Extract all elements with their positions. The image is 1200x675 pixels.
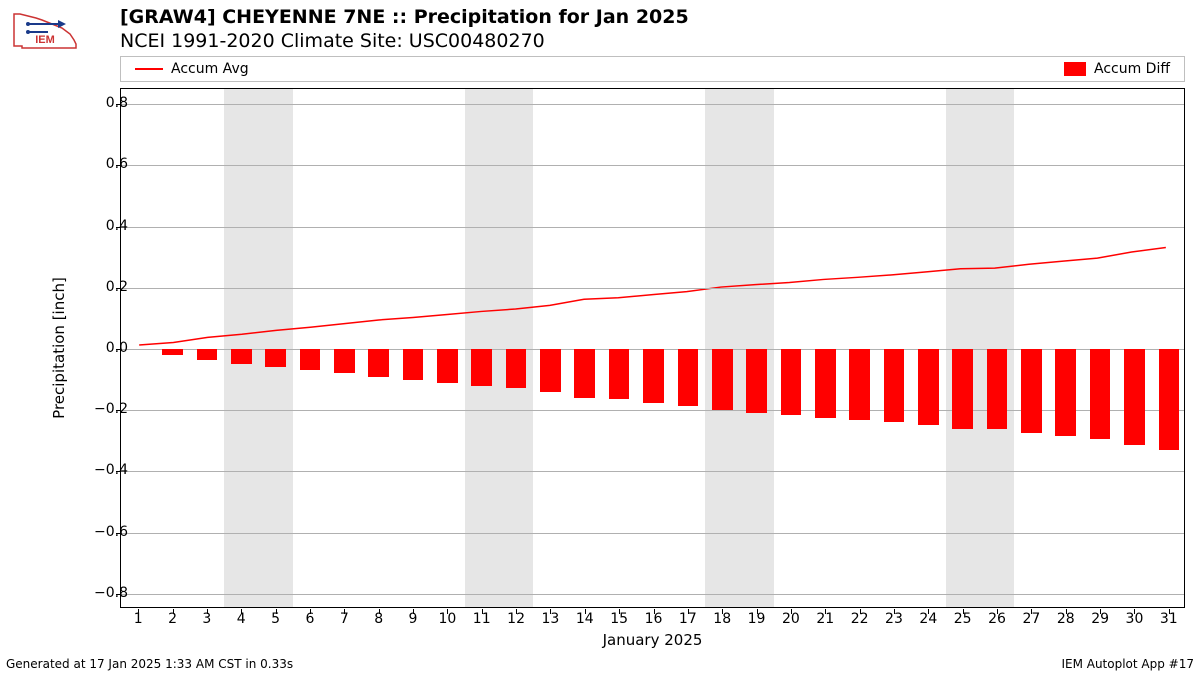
x-tick-label: 5 bbox=[271, 611, 280, 627]
x-tick-label: 14 bbox=[576, 611, 594, 627]
x-axis-label: January 2025 bbox=[603, 631, 703, 649]
x-tick-label: 13 bbox=[542, 611, 560, 627]
x-tick-label: 30 bbox=[1126, 611, 1144, 627]
diff-bar bbox=[197, 349, 218, 360]
x-tick-label: 10 bbox=[438, 611, 456, 627]
diff-bar bbox=[781, 349, 802, 415]
legend-bar-swatch bbox=[1064, 62, 1086, 76]
svg-text:IEM: IEM bbox=[35, 34, 55, 46]
diff-bar bbox=[609, 349, 630, 399]
x-tick-label: 7 bbox=[340, 611, 349, 627]
diff-bar bbox=[437, 349, 458, 383]
x-tick-label: 4 bbox=[237, 611, 246, 627]
x-tick-label: 2 bbox=[168, 611, 177, 627]
x-tick-label: 29 bbox=[1091, 611, 1109, 627]
x-tick-label: 8 bbox=[374, 611, 383, 627]
gridline bbox=[121, 533, 1184, 534]
x-tick-label: 27 bbox=[1022, 611, 1040, 627]
diff-bar bbox=[918, 349, 939, 425]
footer-app: IEM Autoplot App #17 bbox=[1061, 657, 1194, 671]
y-tick-label: −0.8 bbox=[68, 585, 128, 601]
legend-line-label: Accum Avg bbox=[171, 61, 249, 77]
x-tick-label: 16 bbox=[645, 611, 663, 627]
diff-bar bbox=[471, 349, 492, 386]
legend-bar-label: Accum Diff bbox=[1094, 61, 1170, 77]
diff-bar bbox=[1159, 349, 1180, 450]
x-tick-label: 23 bbox=[885, 611, 903, 627]
gridline bbox=[121, 227, 1184, 228]
diff-bar bbox=[678, 349, 699, 406]
diff-bar bbox=[1055, 349, 1076, 436]
legend-item-bar: Accum Diff bbox=[1064, 61, 1170, 77]
x-tick-label: 24 bbox=[919, 611, 937, 627]
iem-logo: IEM bbox=[6, 6, 84, 56]
diff-bar bbox=[231, 349, 252, 364]
x-tick-label: 20 bbox=[782, 611, 800, 627]
y-tick-label: 0.2 bbox=[68, 279, 128, 295]
y-tick-label: −0.4 bbox=[68, 462, 128, 478]
y-tick-label: 0.4 bbox=[68, 218, 128, 234]
y-tick-label: 0.0 bbox=[68, 340, 128, 356]
diff-bar bbox=[746, 349, 767, 413]
x-tick-label: 22 bbox=[851, 611, 869, 627]
line-series bbox=[121, 89, 1184, 607]
x-tick-label: 28 bbox=[1057, 611, 1075, 627]
x-tick-label: 17 bbox=[679, 611, 697, 627]
diff-bar bbox=[162, 349, 183, 355]
plot-area: Precipitation [inch] January 2025 123456… bbox=[120, 88, 1185, 608]
gridline bbox=[121, 594, 1184, 595]
x-tick-label: 15 bbox=[610, 611, 628, 627]
x-tick-label: 21 bbox=[816, 611, 834, 627]
x-tick-label: 6 bbox=[305, 611, 314, 627]
diff-bar bbox=[265, 349, 286, 367]
x-tick-label: 25 bbox=[954, 611, 972, 627]
y-tick-label: −0.2 bbox=[68, 401, 128, 417]
x-tick-label: 18 bbox=[713, 611, 731, 627]
diff-bar bbox=[987, 349, 1008, 429]
x-tick-label: 3 bbox=[202, 611, 211, 627]
gridline bbox=[121, 165, 1184, 166]
accum-avg-line bbox=[139, 247, 1166, 345]
gridline bbox=[121, 104, 1184, 105]
gridline bbox=[121, 288, 1184, 289]
diff-bar bbox=[300, 349, 321, 370]
diff-bar bbox=[334, 349, 355, 373]
x-tick-label: 19 bbox=[748, 611, 766, 627]
diff-bar bbox=[1090, 349, 1111, 439]
y-tick-label: 0.6 bbox=[68, 156, 128, 172]
x-tick-label: 31 bbox=[1160, 611, 1178, 627]
gridline bbox=[121, 471, 1184, 472]
diff-bar bbox=[540, 349, 561, 392]
title-line-2: NCEI 1991-2020 Climate Site: USC00480270 bbox=[120, 30, 689, 52]
diff-bar bbox=[952, 349, 973, 429]
chart-title: [GRAW4] CHEYENNE 7NE :: Precipitation fo… bbox=[120, 6, 689, 52]
x-tick-label: 26 bbox=[988, 611, 1006, 627]
x-tick-label: 11 bbox=[473, 611, 491, 627]
diff-bar bbox=[403, 349, 424, 380]
legend-item-line: Accum Avg bbox=[135, 61, 249, 77]
diff-bar bbox=[884, 349, 905, 422]
title-line-1: [GRAW4] CHEYENNE 7NE :: Precipitation fo… bbox=[120, 6, 689, 28]
diff-bar bbox=[815, 349, 836, 418]
x-tick-label: 12 bbox=[507, 611, 525, 627]
footer-generated: Generated at 17 Jan 2025 1:33 AM CST in … bbox=[6, 657, 293, 671]
y-tick-label: −0.6 bbox=[68, 524, 128, 540]
diff-bar bbox=[849, 349, 870, 420]
y-axis-label: Precipitation [inch] bbox=[50, 277, 68, 419]
diff-bar bbox=[712, 349, 733, 410]
chart-container: IEM [GRAW4] CHEYENNE 7NE :: Precipitatio… bbox=[0, 0, 1200, 675]
diff-bar bbox=[506, 349, 527, 388]
diff-bar bbox=[368, 349, 389, 377]
y-tick-label: 0.8 bbox=[68, 95, 128, 111]
diff-bar bbox=[643, 349, 664, 403]
legend-line-swatch bbox=[135, 68, 163, 70]
x-tick-label: 1 bbox=[134, 611, 143, 627]
diff-bar bbox=[574, 349, 595, 398]
legend: Accum Avg Accum Diff bbox=[120, 56, 1185, 82]
diff-bar bbox=[1021, 349, 1042, 433]
diff-bar bbox=[1124, 349, 1145, 445]
x-tick-label: 9 bbox=[409, 611, 418, 627]
